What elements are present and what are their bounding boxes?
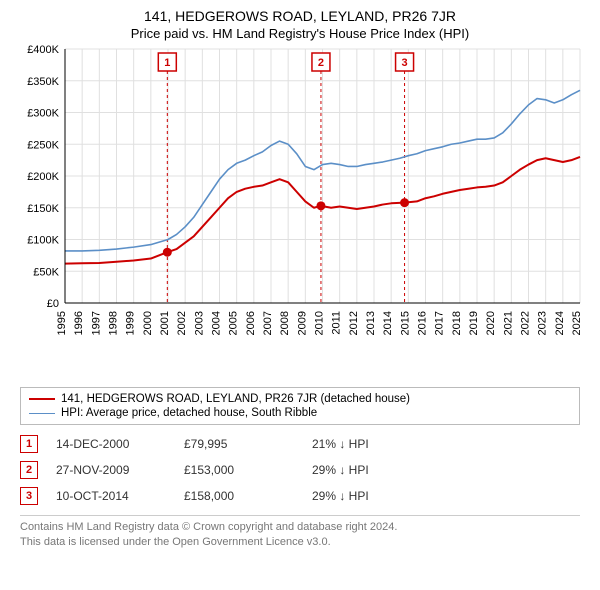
sales-list: 1 14-DEC-2000 £79,995 21% ↓ HPI 2 27-NOV-2009… [20,431,580,509]
sale-hpi-delta: 21% ↓ HPI [312,437,422,451]
x-tick-label: 2001 [159,311,171,335]
y-tick-label: £400K [27,44,59,56]
sale-marker-point [400,198,409,207]
sale-number-badge: 2 [20,461,38,479]
x-tick-label: 2003 [193,311,205,335]
sale-hpi-delta: 29% ↓ HPI [312,463,422,477]
x-tick-label: 1998 [108,311,120,335]
y-tick-label: £150K [27,203,59,215]
sale-hpi-delta: 29% ↓ HPI [312,489,422,503]
y-tick-label: £0 [47,298,59,310]
y-tick-label: £200K [27,171,59,183]
sale-price: £79,995 [184,437,294,451]
sale-marker-number: 3 [401,57,407,69]
x-tick-label: 1996 [73,311,85,335]
x-tick-label: 2008 [279,311,291,335]
x-tick-label: 2010 [314,311,326,335]
x-tick-label: 2000 [142,311,154,335]
sale-row: 2 27-NOV-2009 £153,000 29% ↓ HPI [20,457,580,483]
x-tick-label: 2019 [468,311,480,335]
sale-number-badge: 3 [20,487,38,505]
y-tick-label: £250K [27,139,59,151]
x-tick-label: 2012 [348,311,360,335]
footnote-line: Contains HM Land Registry data © Crown c… [20,520,580,535]
x-tick-label: 2009 [296,311,308,335]
x-tick-label: 2018 [451,311,463,335]
sale-price: £153,000 [184,463,294,477]
chart-titles: 141, HEDGEROWS ROAD, LEYLAND, PR26 7JR P… [10,8,590,41]
x-tick-label: 2006 [245,311,257,335]
x-tick-label: 2023 [537,311,549,335]
title-address: 141, HEDGEROWS ROAD, LEYLAND, PR26 7JR [10,8,590,24]
legend-swatch [29,398,55,400]
footnote-line: This data is licensed under the Open Gov… [20,535,580,550]
sale-price: £158,000 [184,489,294,503]
sale-number-badge: 1 [20,435,38,453]
y-tick-label: £50K [33,266,59,278]
chart-area: £0 £50K £100K £150K £200K £250K £300K £350K £400… [10,43,590,383]
legend-row: HPI: Average price, detached house, Sout… [29,406,571,420]
sale-marker-number: 2 [318,57,324,69]
x-tick-label: 2022 [520,311,532,335]
sale-date: 27-NOV-2009 [56,463,166,477]
legend-row: 141, HEDGEROWS ROAD, LEYLAND, PR26 7JR (… [29,392,571,406]
x-tick-label: 2005 [228,311,240,335]
sale-row: 1 14-DEC-2000 £79,995 21% ↓ HPI [20,431,580,457]
x-tick-label: 2011 [331,311,343,335]
y-tick-label: £300K [27,108,59,120]
legend-label: 141, HEDGEROWS ROAD, LEYLAND, PR26 7JR (… [61,393,410,405]
x-tick-label: 2021 [502,311,514,335]
x-tick-label: 2017 [434,311,446,335]
price-chart-svg: £0 £50K £100K £150K £200K £250K £300K £350K £400… [10,43,590,383]
title-subtitle: Price paid vs. HM Land Registry's House … [10,26,590,41]
legend-label: HPI: Average price, detached house, Sout… [61,407,317,419]
x-tick-label: 2004 [211,311,223,335]
sale-row: 3 10-OCT-2014 £158,000 29% ↓ HPI [20,483,580,509]
legend-swatch [29,413,55,414]
x-tick-label: 1997 [90,311,102,335]
x-tick-label: 2013 [365,311,377,335]
x-tick-label: 2025 [571,311,583,335]
x-tick-label: 2016 [417,311,429,335]
y-tick-label: £100K [27,235,59,247]
y-tick-label: £350K [27,76,59,88]
data-attribution: Contains HM Land Registry data © Crown c… [20,515,580,550]
sale-marker-point [163,248,172,257]
x-tick-label: 2015 [399,311,411,335]
x-tick-label: 2014 [382,311,394,335]
sale-marker-number: 1 [164,57,170,69]
x-tick-label: 1995 [56,311,68,335]
x-tick-label: 2020 [485,311,497,335]
sale-date: 10-OCT-2014 [56,489,166,503]
x-tick-label: 2024 [554,311,566,335]
x-tick-label: 1999 [125,311,137,335]
x-tick-label: 2007 [262,311,274,335]
legend: 141, HEDGEROWS ROAD, LEYLAND, PR26 7JR (… [20,387,580,425]
x-tick-label: 2002 [176,311,188,335]
sale-marker-point [316,201,325,210]
sale-date: 14-DEC-2000 [56,437,166,451]
